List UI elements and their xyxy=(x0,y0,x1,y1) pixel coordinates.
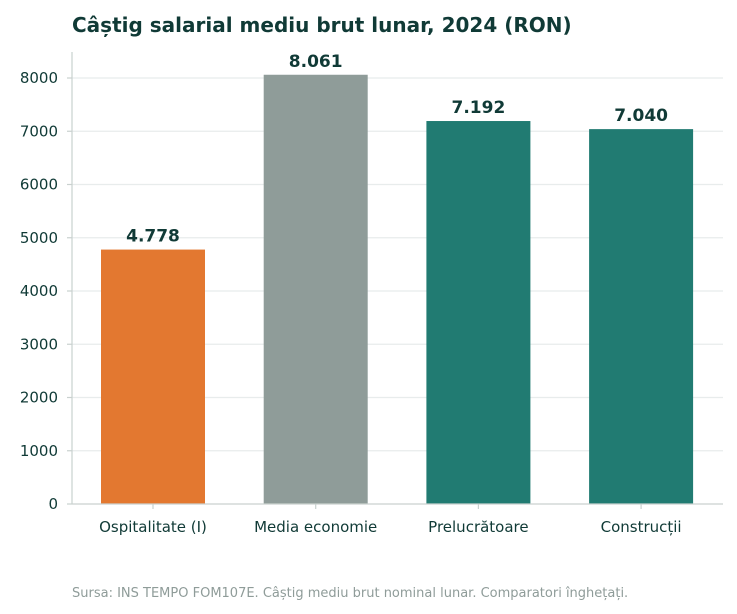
x-tick-label: Ospitalitate (I) xyxy=(99,518,207,536)
y-tick-label: 6000 xyxy=(20,176,58,194)
x-axis-ticks: Ospitalitate (I) Media economie Prelucrăto… xyxy=(99,504,682,536)
bar xyxy=(263,74,368,505)
y-tick-label: 4000 xyxy=(20,282,58,300)
data-label: 4.778 xyxy=(126,227,180,247)
bar xyxy=(426,121,531,504)
x-tick-label: Media economie xyxy=(254,518,377,536)
bars xyxy=(101,74,694,505)
y-tick-label: 7000 xyxy=(20,122,58,140)
x-tick-label: Prelucrătoare xyxy=(428,518,528,536)
y-tick-label: 2000 xyxy=(20,389,58,407)
y-tick-label: 0 xyxy=(48,495,58,513)
y-tick-label: 3000 xyxy=(20,335,58,353)
y-tick-label: 8000 xyxy=(20,69,58,87)
data-label: 7.192 xyxy=(452,98,506,118)
y-axis-ticks: 0 1000 2000 3000 4000 5000 6000 7000 8000 xyxy=(20,69,72,513)
data-label: 7.040 xyxy=(614,106,668,126)
data-label: 8.061 xyxy=(289,52,343,72)
bar xyxy=(589,129,694,504)
bar xyxy=(101,249,205,504)
data-labels: 4.778 8.061 7.192 7.040 xyxy=(126,52,668,247)
source-note: Sursa: INS TEMPO FOM107E. Câștig mediu b… xyxy=(72,586,628,601)
y-tick-label: 1000 xyxy=(20,442,58,460)
chart-title: Câștig salarial mediu brut lunar, 2024 (… xyxy=(72,13,572,37)
y-tick-label: 5000 xyxy=(20,229,58,247)
x-tick-label: Construcții xyxy=(601,518,682,536)
